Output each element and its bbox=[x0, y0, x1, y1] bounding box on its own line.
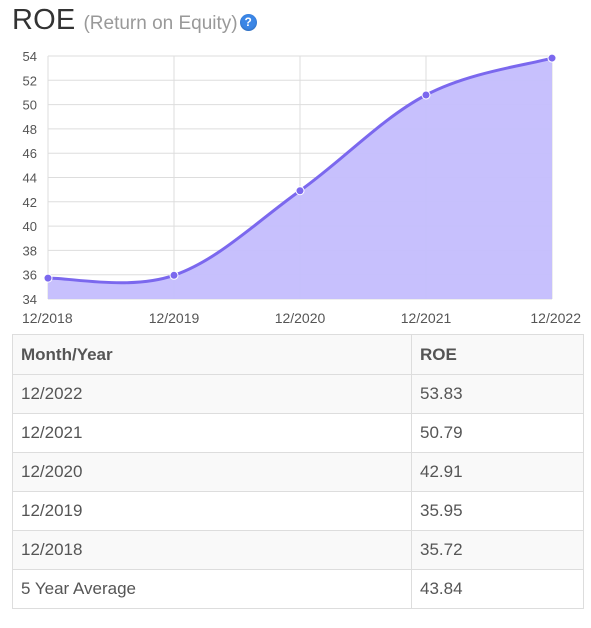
y-tick-label: 36 bbox=[23, 268, 37, 283]
y-tick-label: 46 bbox=[23, 146, 37, 161]
cell-period: 12/2022 bbox=[12, 374, 412, 414]
x-tick-label: 12/2019 bbox=[149, 310, 200, 326]
table-header-row: Month/Year ROE bbox=[12, 334, 584, 375]
x-tick-label: 12/2020 bbox=[275, 310, 326, 326]
data-point[interactable] bbox=[169, 270, 179, 280]
cell-roe: 42.91 bbox=[411, 452, 584, 492]
data-point[interactable] bbox=[547, 53, 557, 63]
data-point[interactable] bbox=[421, 90, 431, 100]
y-tick-label: 34 bbox=[23, 292, 37, 307]
table-row: 12/2018 35.72 bbox=[12, 530, 584, 570]
table-row-average: 5 Year Average 43.84 bbox=[12, 569, 584, 609]
x-tick-label: 12/2021 bbox=[401, 310, 452, 326]
cell-period: 5 Year Average bbox=[12, 569, 412, 609]
page-title: ROE bbox=[12, 4, 76, 36]
cell-period: 12/2018 bbox=[12, 530, 412, 570]
y-tick-label: 38 bbox=[23, 243, 37, 258]
x-tick-label: 12/2018 bbox=[22, 310, 73, 326]
roe-table: Month/Year ROE 12/2022 53.83 12/2021 50.… bbox=[12, 334, 584, 609]
cell-period: 12/2019 bbox=[12, 491, 412, 531]
area-fill bbox=[48, 58, 552, 300]
column-header-roe: ROE bbox=[411, 334, 584, 375]
y-tick-label: 50 bbox=[23, 98, 37, 113]
cell-roe: 43.84 bbox=[411, 569, 584, 609]
y-tick-label: 52 bbox=[23, 73, 37, 88]
y-tick-label: 48 bbox=[23, 122, 37, 137]
y-tick-label: 42 bbox=[23, 195, 37, 210]
y-axis-ticks: 34 36 38 40 42 44 46 48 50 52 54 bbox=[23, 49, 37, 307]
table-row: 12/2022 53.83 bbox=[12, 374, 584, 414]
data-point[interactable] bbox=[295, 186, 305, 196]
y-tick-label: 44 bbox=[23, 171, 37, 186]
page-header: ROE (Return on Equity) ? bbox=[12, 4, 257, 40]
cell-roe: 53.83 bbox=[411, 374, 584, 414]
x-tick-label: 12/2022 bbox=[530, 310, 581, 326]
x-axis-ticks: 12/2018 12/2019 12/2020 12/2021 12/2022 bbox=[22, 310, 581, 326]
cell-roe: 35.72 bbox=[411, 530, 584, 570]
help-icon[interactable]: ? bbox=[239, 14, 257, 31]
table-row: 12/2019 35.95 bbox=[12, 491, 584, 531]
y-tick-label: 40 bbox=[23, 219, 37, 234]
data-points bbox=[43, 53, 557, 283]
data-point[interactable] bbox=[43, 273, 53, 283]
table-row: 12/2020 42.91 bbox=[12, 452, 584, 492]
page-subtitle: (Return on Equity) bbox=[83, 13, 238, 34]
column-header-month-year: Month/Year bbox=[12, 334, 412, 375]
cell-period: 12/2021 bbox=[12, 413, 412, 453]
cell-period: 12/2020 bbox=[12, 452, 412, 492]
cell-roe: 50.79 bbox=[411, 413, 584, 453]
table-row: 12/2021 50.79 bbox=[12, 413, 584, 453]
cell-roe: 35.95 bbox=[411, 491, 584, 531]
y-tick-label: 54 bbox=[23, 49, 37, 64]
